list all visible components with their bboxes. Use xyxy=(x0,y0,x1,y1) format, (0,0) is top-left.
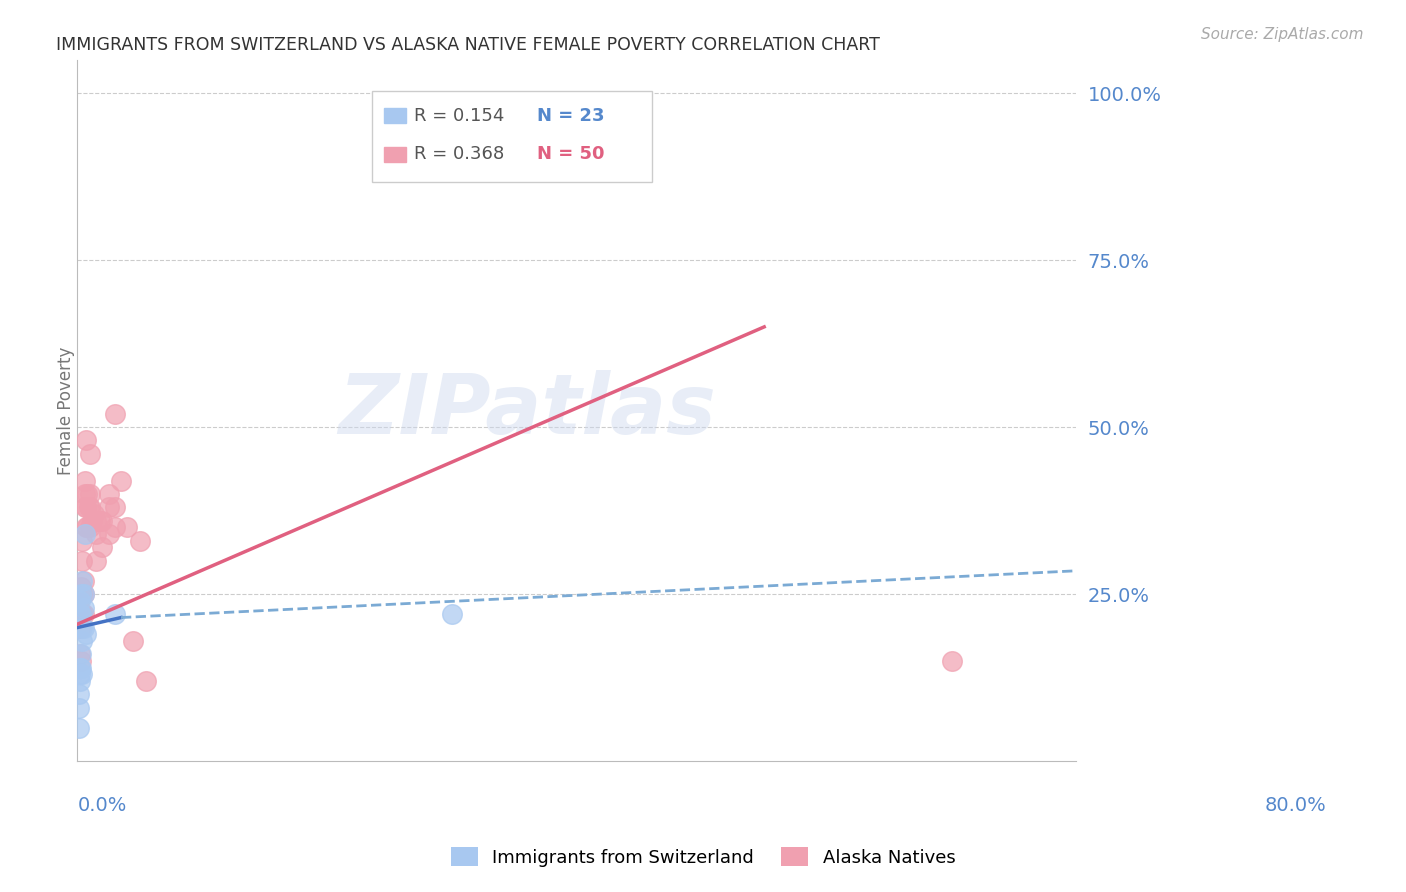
Point xyxy=(91,541,114,555)
Point xyxy=(70,661,93,675)
Text: ZIPatlas: ZIPatlas xyxy=(337,370,716,451)
Point xyxy=(72,600,94,615)
Point xyxy=(72,587,94,601)
Point xyxy=(73,500,96,515)
Point xyxy=(70,587,93,601)
Text: N = 50: N = 50 xyxy=(537,145,605,163)
Point xyxy=(70,607,93,622)
Point xyxy=(104,407,127,421)
Point xyxy=(76,487,98,501)
Text: 0.0%: 0.0% xyxy=(77,797,127,815)
Point xyxy=(72,667,94,681)
Point xyxy=(73,527,96,541)
Point xyxy=(110,474,132,488)
Point xyxy=(83,507,105,521)
Point xyxy=(135,673,157,688)
Text: Source: ZipAtlas.com: Source: ZipAtlas.com xyxy=(1201,27,1364,42)
Point xyxy=(440,607,463,622)
Legend: Immigrants from Switzerland, Alaska Natives: Immigrants from Switzerland, Alaska Nati… xyxy=(443,840,963,874)
Point xyxy=(67,687,90,701)
Point xyxy=(72,621,94,635)
Bar xyxy=(384,146,406,162)
Point xyxy=(72,533,94,548)
Point xyxy=(91,514,114,528)
Point xyxy=(104,607,127,622)
Point xyxy=(72,587,94,601)
Point xyxy=(84,514,107,528)
Point xyxy=(70,581,93,595)
Point xyxy=(104,520,127,534)
Point xyxy=(67,594,90,608)
Point xyxy=(72,574,94,588)
Point xyxy=(84,527,107,541)
Point xyxy=(122,634,145,648)
Text: R = 0.368: R = 0.368 xyxy=(413,145,505,163)
Point xyxy=(69,587,91,601)
Point xyxy=(117,520,139,534)
Point xyxy=(67,700,90,714)
Point xyxy=(69,594,91,608)
Point xyxy=(79,487,101,501)
Text: 80.0%: 80.0% xyxy=(1264,797,1326,815)
Point xyxy=(69,607,91,622)
FancyBboxPatch shape xyxy=(373,91,652,182)
Text: IMMIGRANTS FROM SWITZERLAND VS ALASKA NATIVE FEMALE POVERTY CORRELATION CHART: IMMIGRANTS FROM SWITZERLAND VS ALASKA NA… xyxy=(56,36,880,54)
Point xyxy=(72,634,94,648)
Point xyxy=(67,721,90,735)
Point xyxy=(70,621,93,635)
Point xyxy=(69,621,91,635)
Point xyxy=(72,621,94,635)
Point xyxy=(97,500,120,515)
Point xyxy=(72,607,94,622)
Point xyxy=(89,514,111,528)
Point xyxy=(79,447,101,461)
Point xyxy=(75,520,97,534)
Point xyxy=(941,654,963,668)
Point xyxy=(75,434,97,448)
Point xyxy=(67,607,90,622)
Point xyxy=(69,648,91,662)
Point xyxy=(72,574,94,588)
Point xyxy=(75,627,97,641)
Text: N = 23: N = 23 xyxy=(537,107,605,125)
Point xyxy=(79,520,101,534)
Y-axis label: Female Poverty: Female Poverty xyxy=(58,346,75,475)
Point xyxy=(73,487,96,501)
Point xyxy=(79,500,101,515)
Bar xyxy=(384,108,406,123)
Point xyxy=(97,527,120,541)
Point xyxy=(72,607,94,622)
Point xyxy=(97,487,120,501)
Point xyxy=(128,533,150,548)
Point xyxy=(72,587,94,601)
Point xyxy=(69,661,91,675)
Point xyxy=(104,500,127,515)
Point xyxy=(75,500,97,515)
Point xyxy=(73,474,96,488)
Point xyxy=(70,654,93,668)
Text: R = 0.154: R = 0.154 xyxy=(413,107,505,125)
Point xyxy=(70,648,93,662)
Point xyxy=(76,520,98,534)
Point xyxy=(77,500,100,515)
Point xyxy=(69,673,91,688)
Point xyxy=(84,554,107,568)
Point xyxy=(69,607,91,622)
Point xyxy=(69,667,91,681)
Point xyxy=(70,607,93,622)
Point xyxy=(72,554,94,568)
Point xyxy=(82,514,104,528)
